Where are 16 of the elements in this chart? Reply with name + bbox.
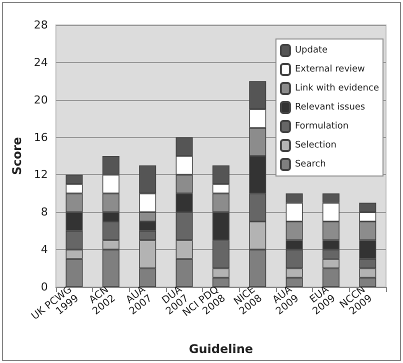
y-tick-label: 28 [34, 18, 48, 32]
legend-label: External review [294, 64, 365, 74]
y-tick-label: 4 [40, 243, 48, 256]
y-tick-label: 12 [34, 168, 48, 182]
legend-label: Formulation [294, 122, 349, 132]
legend-label: Update [294, 46, 328, 56]
y-tick-label: 8 [40, 206, 48, 219]
legend-label: Selection [294, 140, 336, 150]
legend-label: Link with evidence [294, 84, 380, 94]
y-tick-label: 16 [34, 130, 48, 144]
x-axis-title: Guideline [188, 342, 254, 356]
legend-label: Relevant issues [294, 102, 366, 112]
y-axis-title: Score [10, 136, 24, 176]
y-tick-label: 24 [34, 56, 48, 69]
legend-label: Search [294, 160, 326, 170]
y-tick-label: 20 [34, 93, 48, 106]
